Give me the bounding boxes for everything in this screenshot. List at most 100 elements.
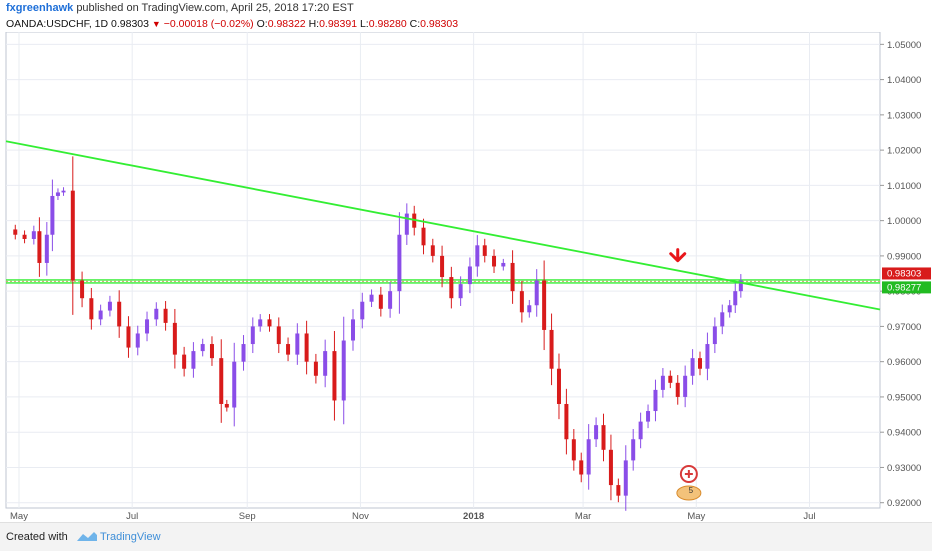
chart-header: fxgreenhawk published on TradingView.com…: [6, 2, 926, 30]
candle-body: [323, 351, 328, 376]
candle-body: [154, 308, 159, 320]
candle-body: [608, 449, 613, 486]
open-label: O:: [256, 18, 268, 30]
candle-body: [369, 294, 374, 302]
price-chart[interactable]: 1.05000 1.04000 1.03000 1.02000 1.01000 1.000…: [0, 32, 932, 522]
created-with-text: Created with: [6, 531, 68, 543]
candle-body: [720, 312, 725, 327]
y-tick-label: 0.96000: [887, 357, 921, 368]
last-price: 0.98303: [111, 18, 149, 30]
candle-body: [653, 389, 658, 412]
last-price-tag: [882, 267, 931, 280]
x-tick-label: Nov: [352, 511, 369, 522]
y-tick-label: 1.00000: [887, 216, 921, 227]
candle-body: [50, 195, 55, 235]
candle-body: [594, 425, 599, 440]
candle-body: [55, 192, 60, 196]
candle-body: [616, 485, 621, 496]
candle-body: [404, 213, 409, 235]
symbol-label[interactable]: OANDA:USDCHF, 1D: [6, 18, 109, 30]
candle-body: [601, 425, 606, 450]
candle-body: [89, 298, 94, 320]
candle-body: [527, 305, 532, 313]
candle-body: [440, 255, 445, 278]
down-arrow-icon: [669, 252, 687, 263]
candle-body: [182, 354, 187, 369]
event-count-label: 5: [689, 486, 694, 495]
candle-body: [421, 227, 426, 246]
candle-body: [449, 277, 454, 299]
x-tick-label: May: [687, 511, 705, 522]
candle-body: [388, 291, 393, 309]
candle-body: [683, 375, 688, 397]
candle-body: [304, 333, 309, 362]
candle-body: [286, 344, 291, 355]
candle-body: [646, 411, 651, 422]
candle-body: [727, 305, 732, 313]
candle-body: [209, 344, 214, 359]
last-price-tag-label: 0.98303: [887, 268, 921, 279]
candle-body: [276, 326, 281, 345]
candle-body: [31, 231, 36, 239]
event-alert-icon: [684, 470, 693, 478]
candle-body: [467, 266, 472, 285]
candle-body: [458, 284, 463, 299]
candle-body: [13, 229, 18, 235]
y-tick-label: 1.05000: [887, 40, 921, 51]
tradingview-logo-icon[interactable]: [76, 530, 98, 544]
x-tick-label: 2018: [463, 511, 484, 522]
x-tick-label: Jul: [803, 511, 815, 522]
x-tick-label: May: [10, 511, 28, 522]
y-tick-label: 1.01000: [887, 181, 921, 192]
candle-body: [80, 280, 85, 299]
price-change: −0.00018 (−0.02%): [163, 18, 254, 30]
candle-body: [378, 294, 383, 309]
candle-body: [172, 322, 177, 355]
candle-body: [313, 361, 318, 376]
candle-body: [360, 301, 365, 320]
level-price-tag: [882, 281, 931, 294]
candle-body: [232, 361, 237, 408]
candle-body: [549, 329, 554, 369]
candle-body: [482, 245, 487, 256]
descending-trendline: [5, 140, 881, 311]
low-label: L:: [359, 18, 369, 30]
candle-body: [241, 344, 246, 362]
candle-body: [135, 333, 140, 348]
candle-body: [733, 291, 738, 306]
high-label: H:: [308, 18, 320, 30]
candle-body: [738, 280, 743, 292]
candle-body: [430, 245, 435, 256]
candle-body: [341, 340, 346, 401]
candle-body: [623, 460, 628, 496]
candle-body: [117, 301, 122, 327]
published-text: published on TradingView.com, April 25, …: [76, 2, 354, 14]
high-value: 0.98391: [319, 18, 358, 30]
candle-body: [556, 368, 561, 404]
candle-body: [258, 319, 263, 327]
y-tick-label: 0.94000: [887, 428, 921, 439]
candle-body: [475, 245, 480, 267]
candle-body: [267, 319, 272, 327]
candle-body: [351, 319, 356, 341]
candle-body: [397, 234, 402, 292]
candle-body: [519, 291, 524, 313]
candle-body: [492, 255, 497, 267]
close-value: 0.98303: [420, 18, 459, 30]
y-tick-label: 1.03000: [887, 110, 921, 121]
candle-body: [44, 234, 49, 263]
candle-body: [70, 190, 75, 281]
candle-body: [145, 319, 150, 334]
author-link[interactable]: fxgreenhawk: [6, 2, 74, 14]
ohlc-legend: OANDA:USDCHF, 1D 0.98303 ▼ −0.00018 (−0.…: [6, 18, 458, 30]
candle-body: [61, 190, 66, 193]
earnings-marker-icon: [676, 485, 702, 501]
candle-body: [660, 375, 665, 390]
y-tick-label: 0.95000: [887, 392, 921, 403]
candle-body: [295, 333, 300, 355]
candle-body: [586, 439, 591, 475]
tradingview-brand[interactable]: TradingView: [100, 531, 161, 543]
down-triangle-icon: ▼: [151, 19, 161, 29]
candle-body: [22, 234, 27, 239]
candle-body: [37, 231, 42, 263]
